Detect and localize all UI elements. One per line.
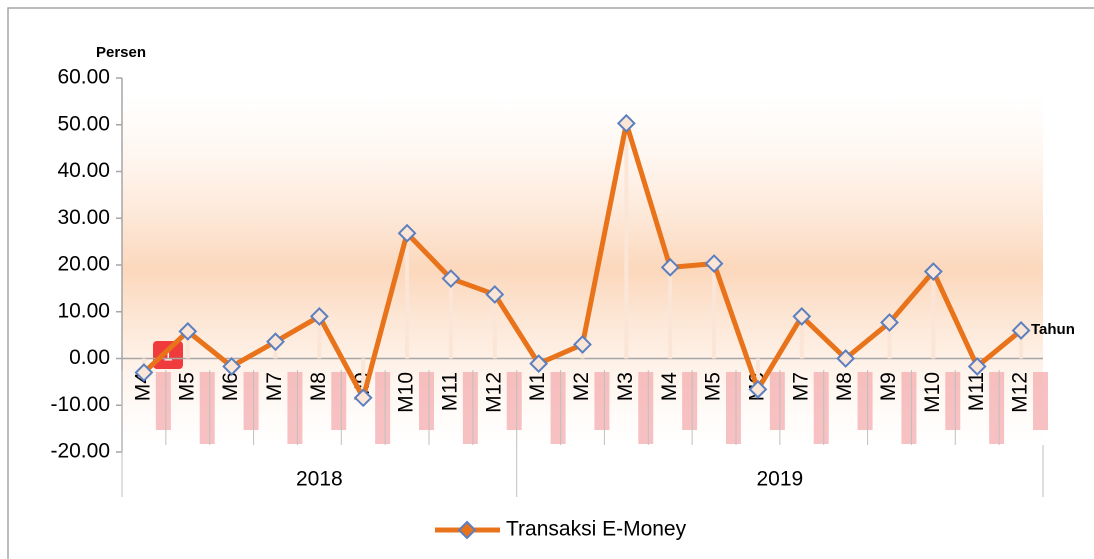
y-tick-label: 60.00 bbox=[57, 66, 110, 89]
y-tick-label: -10.00 bbox=[50, 393, 110, 416]
x-tick-label: M9 bbox=[877, 372, 900, 401]
highlight-box bbox=[682, 372, 698, 430]
marker bbox=[923, 262, 943, 281]
x-tick-label: M4 bbox=[658, 372, 681, 401]
marker bbox=[880, 313, 899, 332]
marker bbox=[397, 223, 417, 243]
marker bbox=[309, 307, 329, 326]
x-tick-label: M12 bbox=[1009, 372, 1032, 413]
x-tick-label: M8 bbox=[833, 372, 856, 401]
x-tick-label: M4 bbox=[131, 372, 154, 401]
highlight-box bbox=[243, 372, 259, 430]
x-axis-label: Tahun bbox=[1031, 321, 1075, 338]
x-tick-label: M3 bbox=[614, 372, 637, 401]
marker bbox=[616, 113, 636, 133]
frame bbox=[7, 7, 1094, 559]
highlight-box bbox=[287, 372, 303, 444]
highlight-box bbox=[1033, 372, 1048, 430]
marker bbox=[1011, 321, 1031, 340]
x-tick-label: M12 bbox=[482, 372, 505, 413]
highlight-box bbox=[462, 372, 478, 444]
highlight-box bbox=[155, 372, 171, 430]
y-tick-label: -20.00 bbox=[50, 440, 110, 463]
group-label: 2018 bbox=[296, 468, 343, 491]
y-tick-label: 20.00 bbox=[57, 253, 110, 276]
highlight-box bbox=[419, 372, 434, 430]
marker bbox=[792, 307, 812, 326]
y-tick-label: 30.00 bbox=[57, 206, 110, 229]
marker bbox=[134, 363, 154, 382]
x-tick-label: M1 bbox=[526, 372, 549, 401]
marker bbox=[222, 357, 242, 376]
highlight-box bbox=[769, 372, 785, 430]
x-tick-label: M10 bbox=[921, 372, 944, 413]
marker bbox=[704, 254, 724, 274]
x-tick-label: M7 bbox=[789, 372, 812, 401]
y-axis-label: Persen bbox=[96, 44, 146, 61]
highlight-box bbox=[989, 372, 1005, 444]
marker bbox=[441, 269, 461, 288]
highlight-box bbox=[901, 372, 917, 444]
x-tick-label: M7 bbox=[263, 372, 286, 401]
marker bbox=[485, 285, 505, 304]
highlight-box bbox=[857, 372, 873, 430]
marker bbox=[748, 379, 768, 399]
highlight-box bbox=[550, 372, 566, 444]
highlight-box bbox=[813, 372, 829, 444]
x-tick-label: M8 bbox=[307, 372, 330, 401]
x-tick-label: M5 bbox=[702, 372, 725, 401]
highlight-box bbox=[375, 372, 391, 444]
x-tick-label: M2 bbox=[570, 372, 593, 401]
marker bbox=[573, 335, 592, 354]
x-tick-label: M6 bbox=[219, 372, 242, 401]
highlight-box bbox=[331, 372, 347, 430]
highlight-box bbox=[726, 372, 741, 444]
plot-glow bbox=[122, 95, 1043, 445]
marker bbox=[266, 332, 285, 352]
marker bbox=[836, 349, 856, 368]
marker bbox=[353, 388, 373, 408]
x-tick-label: M5 bbox=[175, 372, 198, 401]
x-tick-label: M11 bbox=[438, 372, 461, 411]
legend-marker bbox=[457, 520, 477, 540]
y-tick-label: 40.00 bbox=[57, 159, 110, 182]
marker bbox=[178, 321, 198, 341]
y-tick-label: 10.00 bbox=[57, 299, 110, 322]
highlight-box bbox=[506, 372, 522, 430]
marker bbox=[660, 257, 680, 277]
marker bbox=[967, 357, 987, 376]
highlight-box bbox=[594, 372, 610, 430]
marker bbox=[529, 354, 549, 374]
highlight-box bbox=[945, 372, 961, 430]
badge bbox=[153, 341, 183, 369]
legend-label: Transaksi E-Money bbox=[506, 518, 687, 541]
highlight-box bbox=[638, 372, 654, 444]
x-tick-label: M10 bbox=[395, 372, 418, 413]
highlight-box bbox=[199, 372, 215, 444]
group-label: 2019 bbox=[756, 468, 803, 491]
y-tick-label: 50.00 bbox=[57, 112, 110, 135]
badge-text: 1 bbox=[163, 345, 172, 364]
y-tick-label: 0.00 bbox=[69, 346, 110, 369]
x-tick-label: M11 bbox=[965, 372, 988, 411]
